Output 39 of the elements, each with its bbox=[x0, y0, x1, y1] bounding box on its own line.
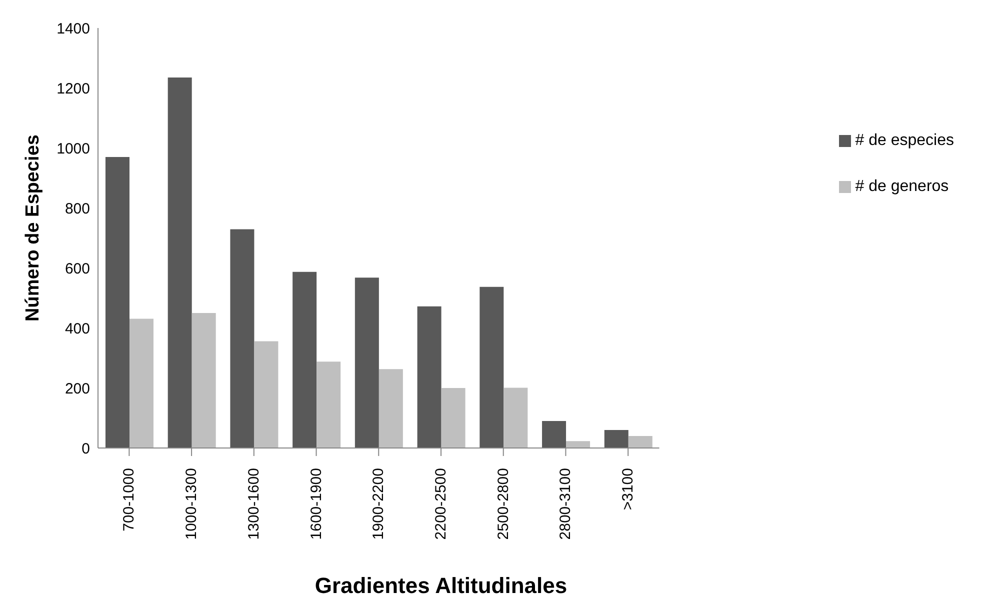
y-tick-label: 600 bbox=[64, 260, 90, 278]
x-tick-label: 1900-2200 bbox=[370, 468, 388, 540]
x-tick-label: 1000-1300 bbox=[183, 468, 200, 540]
bar bbox=[354, 278, 379, 448]
bar bbox=[604, 430, 628, 448]
bar bbox=[504, 388, 528, 448]
bar bbox=[316, 362, 341, 448]
bar bbox=[230, 229, 254, 448]
x-axis-title: Gradientes Altitudinales bbox=[314, 573, 568, 599]
bar bbox=[417, 306, 442, 448]
x-tick-label: 1300-1600 bbox=[245, 468, 262, 540]
bar bbox=[254, 341, 278, 448]
x-tick-label: 2800-3100 bbox=[557, 468, 574, 540]
x-tick-label: >3100 bbox=[620, 468, 637, 510]
bar bbox=[566, 441, 590, 448]
bar bbox=[542, 421, 566, 448]
x-tick-label: 2500-2800 bbox=[494, 468, 512, 540]
legend-label: # de especies bbox=[855, 132, 954, 149]
x-tick-label: 2200-2500 bbox=[432, 468, 450, 540]
y-axis-title: Número de Especies bbox=[22, 134, 44, 322]
bar bbox=[378, 369, 403, 448]
legend-label: # de generos bbox=[855, 178, 949, 195]
x-tick-label: 700-1000 bbox=[120, 468, 138, 532]
y-tick-label: 400 bbox=[64, 320, 90, 338]
y-tick-label: 1200 bbox=[56, 80, 90, 98]
y-tick-label: 800 bbox=[64, 200, 90, 218]
bar bbox=[480, 286, 504, 448]
y-tick-label: 0 bbox=[82, 440, 90, 458]
y-tick-label: 200 bbox=[64, 380, 90, 398]
bar bbox=[441, 388, 466, 448]
y-tick-label: 1000 bbox=[56, 140, 90, 158]
x-tick-label: 1600-1900 bbox=[308, 468, 325, 540]
bar bbox=[628, 436, 652, 448]
bar bbox=[105, 157, 130, 448]
y-tick-label: 1400 bbox=[56, 20, 90, 38]
bar bbox=[129, 318, 154, 448]
bar bbox=[168, 78, 192, 448]
bar bbox=[192, 313, 216, 448]
bar bbox=[292, 272, 317, 448]
